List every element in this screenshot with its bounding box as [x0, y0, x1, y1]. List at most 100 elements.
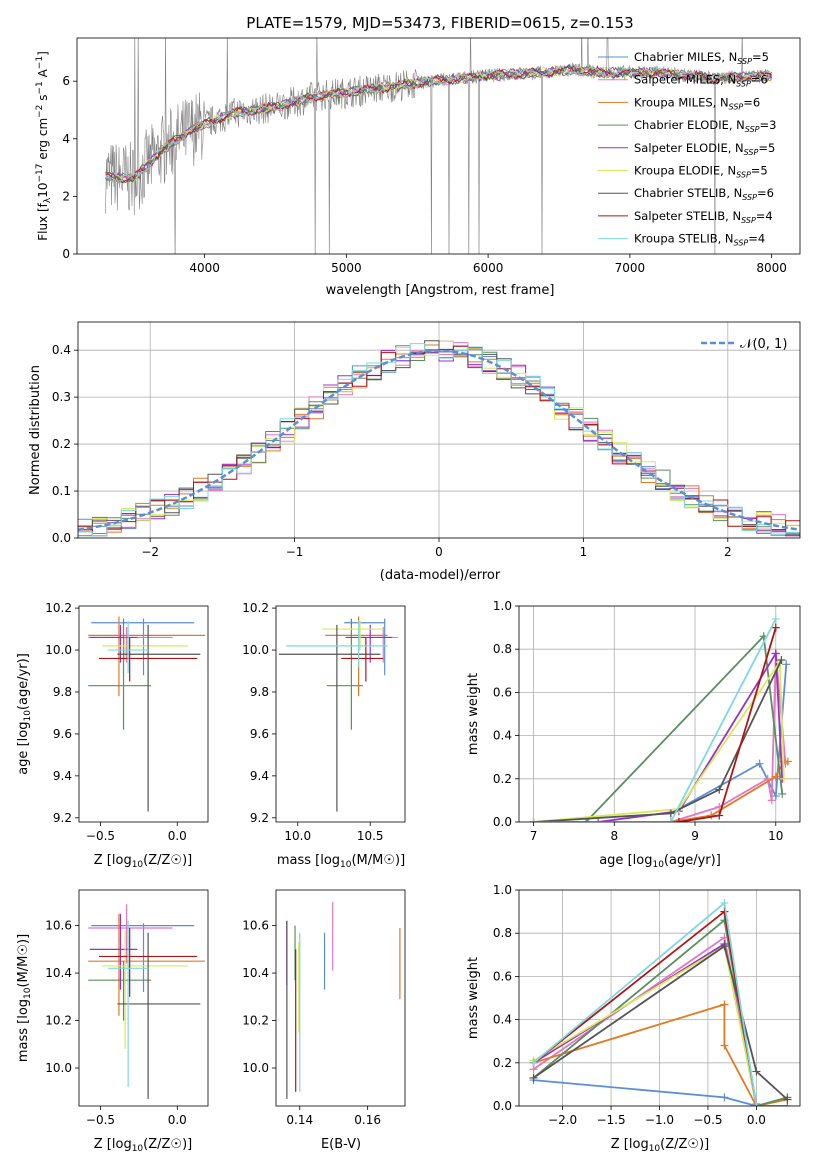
y-tick-label: 0.4	[493, 729, 512, 743]
age-vs-metallicity-y-ticks: 9.2 9.4 9.6 9.8 10.0 10.2	[45, 601, 79, 825]
mass-vs-extinction-x-label: E(B-V)	[321, 1137, 361, 1152]
mass-vs-metallicity-frame	[78, 889, 209, 1107]
x-tick-label: 2	[724, 545, 732, 559]
weight-vs-age-frame	[518, 605, 801, 823]
y-tick-label: 0.4	[493, 1013, 512, 1027]
residual-x-label: (data-model)/error	[380, 568, 501, 583]
mass-vs-metallicity-panel: −0.5 0.0 10.0 10.2 10.4 10.6 Z [log10(Z/Z☉)]…	[16, 889, 209, 1154]
weight-line-6	[532, 944, 789, 1101]
weight-marker	[779, 774, 788, 783]
weight-marker	[755, 759, 764, 768]
x-tick-label: 1	[580, 545, 588, 559]
age-vs-mass-y-ticks: 9.2 9.4 9.6 9.8 10.0 10.2	[242, 601, 276, 825]
weight-marker	[771, 792, 780, 801]
weight-vs-age-y-label: mass weight	[466, 673, 481, 755]
age-vs-metallicity-x-ticks: −0.5 0.0	[86, 822, 187, 843]
spectrum-title: PLATE=1579, MJD=53473, FIBERID=0615, z=0…	[246, 14, 633, 32]
weight-line-3	[532, 918, 788, 1106]
residual-panel: −2 −1 0 1 2 0.0 0.1 0.2 0.3 0.4 (data-model)/err…	[28, 321, 801, 583]
weight-marker	[715, 811, 724, 820]
weight-marker	[767, 796, 776, 805]
mass-vs-extinction-frame	[275, 889, 406, 1107]
age-vs-metallicity-y-label: age [log10(age/yr)]	[16, 653, 33, 775]
weight-vs-age-x-ticks: 7 8 9 10	[530, 822, 783, 843]
residual-y-ticks: 0.0 0.1 0.2 0.3 0.4	[52, 343, 78, 545]
residual-legend: 𝒩(0, 1)	[701, 337, 787, 352]
y-tick-label: 10.2	[242, 1014, 269, 1028]
weight-vs-metallicity-y-ticks: 0.0 0.2 0.4 0.6 0.8 1.0	[493, 883, 519, 1113]
weight-marker	[782, 660, 791, 669]
mass-vs-metallicity-y-label: mass [log10(M/M☉)]	[16, 934, 33, 1062]
gaussian-curve	[78, 349, 800, 532]
x-tick-label: 0.16	[354, 1113, 381, 1127]
model-spectrum-5	[105, 65, 772, 183]
spectrum-panel: PLATE=1579, MJD=53473, FIBERID=0615, z=0…	[35, 14, 801, 298]
y-tick-label: 10.4	[45, 966, 72, 980]
y-tick-label: 10.0	[242, 643, 269, 657]
spectrum-y-ticks: 0 2 4 6	[62, 74, 77, 261]
spectrum-x-label: wavelength [Angstrom, rest frame]	[326, 283, 555, 298]
y-tick-label: 0	[62, 247, 70, 261]
spectrum-x-ticks: 4000 5000 6000 7000 8000	[189, 254, 787, 275]
weight-marker	[778, 789, 787, 798]
mass-vs-extinction-plot-area	[286, 901, 401, 1099]
weight-line-5	[533, 659, 785, 822]
y-tick-label: 9.6	[250, 727, 269, 741]
weight-marker	[771, 614, 780, 623]
y-tick-label: 10.2	[45, 1014, 72, 1028]
histogram-8	[78, 343, 800, 537]
y-tick-label: 9.8	[250, 685, 269, 699]
y-tick-label: 4	[62, 132, 70, 146]
legend-label-3: Chabrier ELODIE, NSSP=3	[634, 118, 776, 134]
x-tick-label: −0.5	[86, 829, 115, 843]
weight-vs-age-x-label: age [log10(age/yr)]	[599, 853, 721, 870]
x-tick-label: −0.5	[86, 1113, 115, 1127]
weight-line-3	[533, 634, 784, 822]
mass-vs-extinction-y-ticks: 10.0 10.2 10.4 10.6	[242, 919, 276, 1075]
x-tick-label: −1	[286, 545, 304, 559]
mass-vs-metallicity-y-ticks: 10.0 10.2 10.4 10.6	[45, 919, 79, 1075]
y-tick-label: 0.0	[52, 531, 71, 545]
weight-marker	[720, 907, 729, 916]
mass-vs-metallicity-x-label: Z [log10(Z/Z☉)]	[94, 1137, 192, 1154]
y-tick-label: 6	[62, 74, 70, 88]
spectrum-plot-area	[104, 38, 773, 254]
weight-marker	[777, 656, 786, 664]
weight-marker	[783, 1095, 792, 1104]
y-tick-label: 10.2	[45, 601, 72, 615]
legend-label-6: Chabrier STELIB, NSSP=6	[634, 186, 774, 202]
legend-label-8: Kroupa STELIB, NSSP=4	[634, 232, 765, 248]
residual-y-label: Normed distribution	[28, 365, 43, 495]
mass-vs-extinction-panel: 0.14 0.16 10.0 10.2 10.4 10.6 E(B-V)	[242, 889, 406, 1152]
y-tick-label: 1.0	[493, 599, 512, 613]
x-tick-label: 0.14	[286, 1113, 313, 1127]
legend-label-1: Salpeter MILES, NSSP=6	[634, 73, 768, 89]
age-vs-metallicity-x-label: Z [log10(Z/Z☉)]	[94, 853, 192, 870]
weight-marker	[752, 1102, 761, 1106]
model-spectrum-6	[105, 63, 772, 184]
y-tick-label: 0.2	[493, 1056, 512, 1070]
y-tick-label: 0.8	[493, 642, 512, 656]
mass-vs-extinction-x-ticks: 0.14 0.16	[286, 1106, 381, 1127]
y-tick-label: 0.4	[52, 343, 71, 357]
weight-line-1	[532, 935, 758, 1104]
weight-marker	[771, 649, 780, 658]
weight-marker	[529, 1058, 538, 1067]
y-tick-label: 0.6	[493, 969, 512, 983]
legend-label-4: Salpeter ELODIE, NSSP=5	[634, 141, 775, 157]
y-tick-label: 0.0	[493, 815, 512, 829]
x-tick-label: 0.0	[168, 829, 187, 843]
spectrum-frame	[76, 37, 801, 255]
weight-vs-age-panel: 7 8 9 10 0.0 0.2 0.4 0.6 0.8 1.0 age [log10(age/…	[466, 599, 801, 870]
weight-marker	[752, 1067, 761, 1076]
y-tick-label: 10.6	[45, 919, 72, 933]
weight-vs-metallicity-panel: −2.0 −1.5 −1.0 −0.5 0.0 0.0 0.2 0.4 0.6 0.8 1.0 Z…	[466, 883, 801, 1154]
age-vs-mass-frame	[275, 605, 406, 823]
x-tick-label: 8	[610, 829, 618, 843]
x-tick-label: 7000	[615, 261, 646, 275]
x-tick-label: −1.0	[645, 1113, 674, 1127]
weight-vs-metallicity-y-label: mass weight	[466, 957, 481, 1039]
residual-plot-area	[78, 340, 800, 537]
x-tick-label: 0.0	[747, 1113, 766, 1127]
